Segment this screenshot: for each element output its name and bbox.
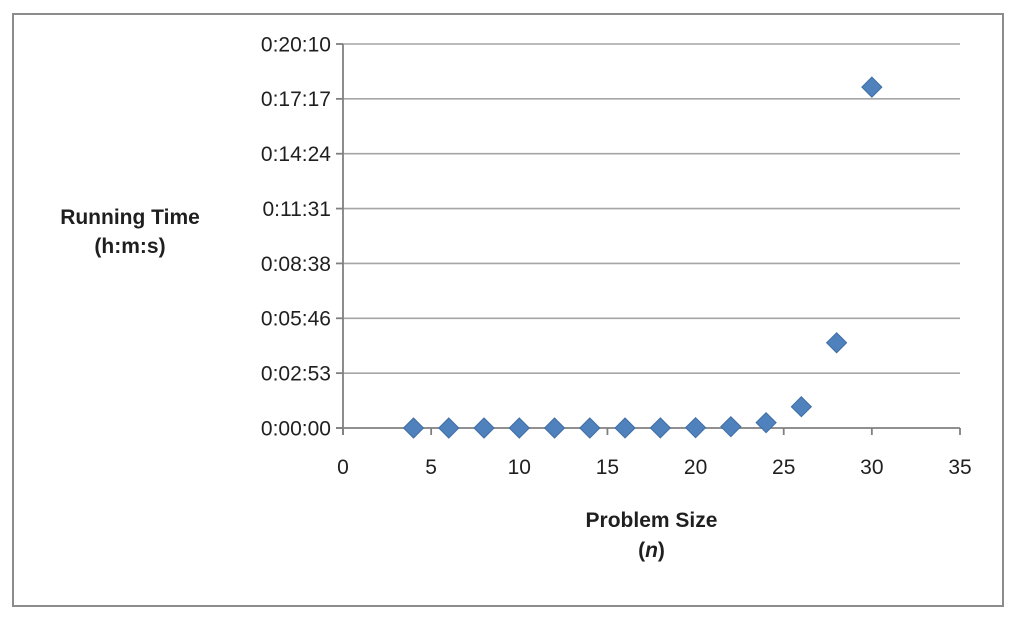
y-tick-label: 0:05:46: [261, 308, 331, 331]
data-point-marker: [402, 417, 425, 439]
data-point-marker: [825, 332, 848, 354]
y-tick-label: 0:00:00: [261, 417, 331, 440]
data-point-marker: [614, 417, 636, 439]
x-tick-label: 25: [772, 456, 795, 479]
x-tick-label: 30: [860, 456, 883, 479]
x-tick-label: 35: [948, 456, 971, 479]
x-axis-title: Problem Size (n): [343, 506, 960, 566]
x-tick-label: 0: [337, 456, 349, 479]
data-point-marker: [438, 417, 460, 439]
y-tick-label: 0:20:10: [261, 33, 331, 56]
y-tick-label: 0:08:38: [261, 253, 331, 276]
y-axis-title-line1: Running Time: [60, 206, 200, 229]
y-tick-label: 0:11:31: [262, 198, 331, 221]
data-point-marker: [790, 395, 813, 418]
data-point-marker: [579, 417, 601, 439]
x-tick-label: 15: [596, 456, 619, 479]
data-point-marker: [649, 417, 672, 439]
y-tick-label: 0:17:17: [261, 88, 331, 111]
data-point-marker: [720, 415, 742, 438]
y-axis-title: Running Time (h:m:s): [30, 203, 230, 261]
x-axis-title-line2: (n): [638, 539, 665, 562]
data-point-marker: [755, 411, 777, 434]
x-axis-title-line1: Problem Size: [585, 509, 718, 532]
data-point-marker: [684, 416, 707, 439]
x-tick-label: 20: [684, 456, 707, 479]
data-point-marker: [543, 417, 566, 439]
data-point-marker: [508, 417, 530, 439]
x-tick-label: 5: [425, 456, 437, 479]
data-point-marker: [473, 417, 495, 439]
y-tick-label: 0:02:53: [261, 362, 331, 385]
x-tick-label: 10: [508, 456, 531, 479]
y-tick-label: 0:14:24: [261, 143, 331, 166]
y-axis-title-line2: (h:m:s): [94, 235, 166, 258]
chart-border: [12, 13, 1004, 607]
data-point-marker: [861, 76, 883, 98]
x-axis-title-italic-n: n: [645, 539, 658, 562]
